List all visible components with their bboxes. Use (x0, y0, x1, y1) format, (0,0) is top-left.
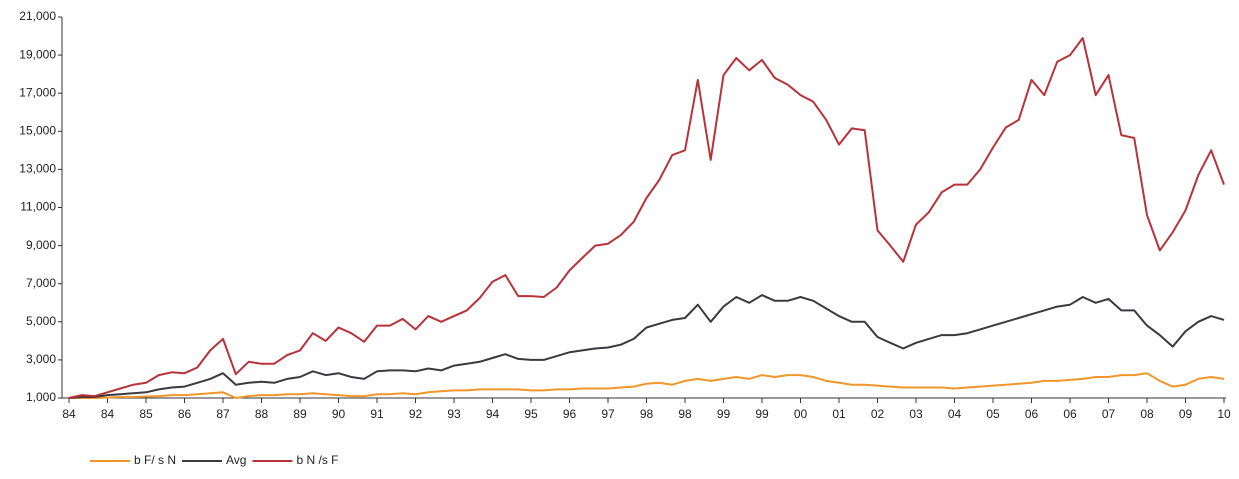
x-tick-label: 10 (1217, 407, 1231, 421)
x-tick-label: 07 (1102, 407, 1116, 421)
y-tick-label: 7,000 (26, 276, 56, 290)
x-tick-label: 99 (755, 407, 769, 421)
x-tick-label: 97 (601, 407, 615, 421)
legend-label: Avg (226, 453, 246, 467)
x-tick-label: 85 (139, 407, 153, 421)
legend-label: b F/ s N (134, 453, 176, 467)
x-tick-label: 04 (948, 407, 962, 421)
x-tick-label: 84 (62, 407, 76, 421)
x-tick-label: 01 (832, 407, 846, 421)
x-tick-label: 99 (717, 407, 731, 421)
x-tick-label: 92 (409, 407, 423, 421)
y-tick-label: 1,000 (26, 390, 56, 404)
x-tick-label: 02 (871, 407, 885, 421)
y-tick-label: 11,000 (20, 200, 56, 214)
y-tick-label: 15,000 (19, 123, 56, 137)
series-line (68, 294, 1225, 399)
x-tick-label: 00 (794, 407, 808, 421)
y-tick-label: 21,000 (19, 9, 56, 23)
x-tick-label: 90 (332, 407, 346, 421)
y-tick-label: 19,000 (19, 47, 56, 61)
x-tick-label: 84 (101, 407, 115, 421)
y-tick-label: 9,000 (26, 238, 56, 252)
x-tick-label: 98 (678, 407, 692, 421)
x-tick-label: 88 (255, 407, 269, 421)
x-tick-label: 08 (1140, 407, 1154, 421)
x-tick-label: 03 (909, 407, 923, 421)
x-tick-label: 96 (563, 407, 577, 421)
x-tick-label: 87 (216, 407, 230, 421)
y-tick-label: 3,000 (26, 352, 56, 366)
x-tick-label: 93 (447, 407, 461, 421)
x-tick-label: 05 (986, 407, 1000, 421)
x-tick-label: 06 (1063, 407, 1077, 421)
x-tick-label: 86 (178, 407, 192, 421)
x-tick-label: 89 (293, 407, 307, 421)
x-tick-label: 95 (524, 407, 538, 421)
y-tick-label: 5,000 (26, 314, 56, 328)
y-tick-label: 17,000 (19, 85, 56, 99)
legend-label: b N /s F (296, 453, 338, 467)
series-line (69, 372, 1225, 399)
x-tick-label: 09 (1179, 407, 1193, 421)
x-tick-label: 91 (370, 407, 384, 421)
x-tick-label: 98 (640, 407, 654, 421)
series-line (68, 37, 1225, 399)
x-tick-label: 94 (486, 407, 500, 421)
y-tick-label: 13,000 (19, 162, 56, 176)
x-tick-label: 06 (1025, 407, 1039, 421)
